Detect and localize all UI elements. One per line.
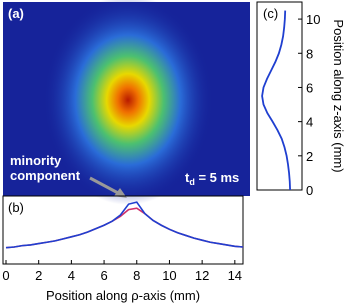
- time-label-sub: d: [189, 177, 195, 187]
- y-tick-label: 6: [306, 80, 313, 95]
- annotation: minority: [10, 153, 62, 168]
- panel-label: (a): [8, 6, 24, 21]
- time-label: td = 5 ms: [185, 170, 239, 187]
- profile-line: [5, 201, 244, 249]
- y-axis-label: Position along z-axis (mm): [331, 19, 345, 172]
- y-tick-label: 0: [306, 183, 313, 198]
- x-tick-label: 8: [133, 268, 140, 283]
- x-tick-label: 2: [35, 268, 42, 283]
- time-label-rest: = 5 ms: [195, 170, 239, 185]
- x-axis-label: Position along ρ-axis (mm): [46, 288, 200, 303]
- y-tick-label: 10: [306, 12, 320, 27]
- y-tick-label: 2: [306, 149, 313, 164]
- panel-label: (c): [263, 6, 278, 21]
- y-tick-label: 8: [306, 46, 313, 61]
- panel-c-frame: [256, 1, 303, 191]
- y-tick-label: 4: [306, 115, 313, 130]
- x-tick-label: 12: [195, 268, 209, 283]
- time-label-main: t: [185, 170, 190, 185]
- profile-line: [261, 10, 291, 191]
- x-tick-label: 4: [68, 268, 75, 283]
- x-tick-label: 14: [228, 268, 242, 283]
- annotation: component: [10, 168, 81, 183]
- arrow: [89, 176, 121, 196]
- cloud-image: [43, 0, 213, 205]
- x-tick-label: 6: [100, 268, 107, 283]
- x-tick-label: 10: [162, 268, 176, 283]
- panel-label: (b): [8, 200, 24, 215]
- panel-b-frame: [2, 195, 244, 265]
- x-tick-label: 0: [2, 268, 9, 283]
